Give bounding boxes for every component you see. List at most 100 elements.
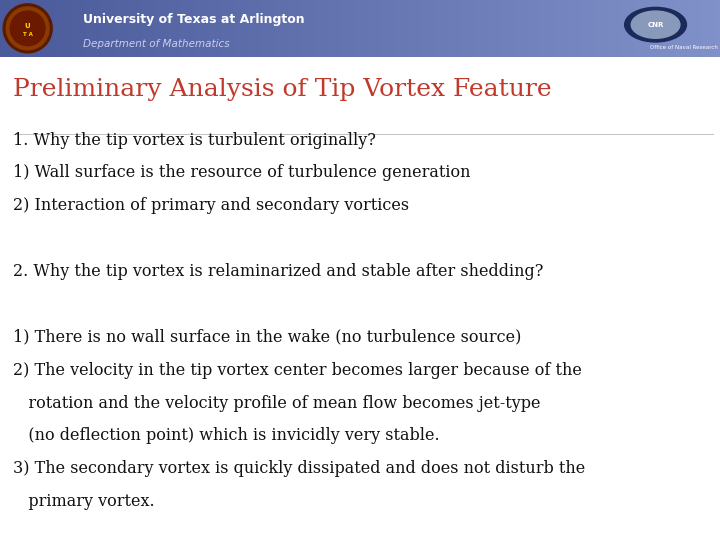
Bar xyxy=(374,0,377,57)
Circle shape xyxy=(3,4,52,53)
Bar xyxy=(281,0,283,57)
Bar xyxy=(569,0,571,57)
Bar xyxy=(315,0,317,57)
Bar xyxy=(545,0,547,57)
Bar xyxy=(324,0,326,57)
Bar xyxy=(254,0,257,57)
Bar xyxy=(194,0,197,57)
Bar xyxy=(293,0,295,57)
Bar xyxy=(482,0,485,57)
Bar xyxy=(490,0,492,57)
Bar xyxy=(247,0,250,57)
Bar xyxy=(564,0,567,57)
Bar xyxy=(542,0,545,57)
Bar xyxy=(180,0,182,57)
Bar xyxy=(353,0,355,57)
Bar xyxy=(223,0,225,57)
Bar xyxy=(427,0,430,57)
Bar xyxy=(202,0,204,57)
Bar xyxy=(279,0,281,57)
Bar xyxy=(161,0,163,57)
Bar xyxy=(91,0,94,57)
Bar xyxy=(108,0,110,57)
Bar xyxy=(243,0,245,57)
Bar xyxy=(94,0,96,57)
Bar xyxy=(168,0,171,57)
Text: 2. Why the tip vortex is relaminarized and stable after shedding?: 2. Why the tip vortex is relaminarized a… xyxy=(13,263,544,280)
Bar xyxy=(17,0,19,57)
Text: 2) Interaction of primary and secondary vortices: 2) Interaction of primary and secondary … xyxy=(13,197,409,214)
Bar xyxy=(99,0,101,57)
Bar xyxy=(513,0,516,57)
Bar xyxy=(346,0,348,57)
Bar xyxy=(691,0,693,57)
Bar xyxy=(698,0,701,57)
Text: T A: T A xyxy=(23,32,32,37)
Bar xyxy=(163,0,166,57)
Bar xyxy=(60,0,63,57)
Bar xyxy=(696,0,698,57)
Bar xyxy=(449,0,451,57)
Bar xyxy=(343,0,346,57)
Bar xyxy=(497,0,499,57)
Bar xyxy=(355,0,358,57)
Bar xyxy=(0,0,2,57)
Bar xyxy=(684,0,686,57)
Circle shape xyxy=(10,11,45,46)
Bar xyxy=(382,0,384,57)
Bar xyxy=(274,0,276,57)
Bar xyxy=(408,0,410,57)
Bar xyxy=(178,0,180,57)
Bar xyxy=(269,0,271,57)
Bar xyxy=(708,0,711,57)
Bar xyxy=(605,0,607,57)
Bar xyxy=(398,0,401,57)
Bar xyxy=(29,0,31,57)
Bar xyxy=(146,0,149,57)
Bar xyxy=(377,0,379,57)
Bar xyxy=(261,0,264,57)
Bar xyxy=(473,0,475,57)
Bar xyxy=(554,0,557,57)
Bar xyxy=(477,0,480,57)
Bar xyxy=(595,0,598,57)
Bar xyxy=(403,0,405,57)
Bar xyxy=(557,0,559,57)
Bar xyxy=(283,0,286,57)
Bar xyxy=(216,0,218,57)
Bar xyxy=(48,0,50,57)
Bar xyxy=(511,0,513,57)
Bar xyxy=(588,0,590,57)
Bar xyxy=(639,0,641,57)
Bar xyxy=(86,0,89,57)
Bar xyxy=(475,0,477,57)
Bar xyxy=(50,0,53,57)
Bar xyxy=(634,0,636,57)
Bar xyxy=(531,0,533,57)
Bar xyxy=(189,0,192,57)
Bar xyxy=(689,0,691,57)
Bar xyxy=(528,0,531,57)
Bar xyxy=(12,0,14,57)
Bar xyxy=(446,0,449,57)
Bar xyxy=(149,0,151,57)
Bar xyxy=(650,0,653,57)
Bar xyxy=(667,0,670,57)
Bar xyxy=(372,0,374,57)
Bar xyxy=(122,0,125,57)
Bar xyxy=(7,0,9,57)
Bar xyxy=(538,0,540,57)
Bar xyxy=(41,0,43,57)
Bar xyxy=(567,0,569,57)
Bar xyxy=(84,0,86,57)
Bar xyxy=(387,0,389,57)
Text: 2) The velocity in the tip vortex center becomes larger because of the: 2) The velocity in the tip vortex center… xyxy=(13,362,582,379)
Bar xyxy=(297,0,300,57)
Bar xyxy=(578,0,581,57)
Bar xyxy=(333,0,336,57)
Bar xyxy=(396,0,398,57)
Bar xyxy=(2,0,5,57)
Bar xyxy=(648,0,650,57)
Bar xyxy=(410,0,413,57)
Bar xyxy=(338,0,341,57)
